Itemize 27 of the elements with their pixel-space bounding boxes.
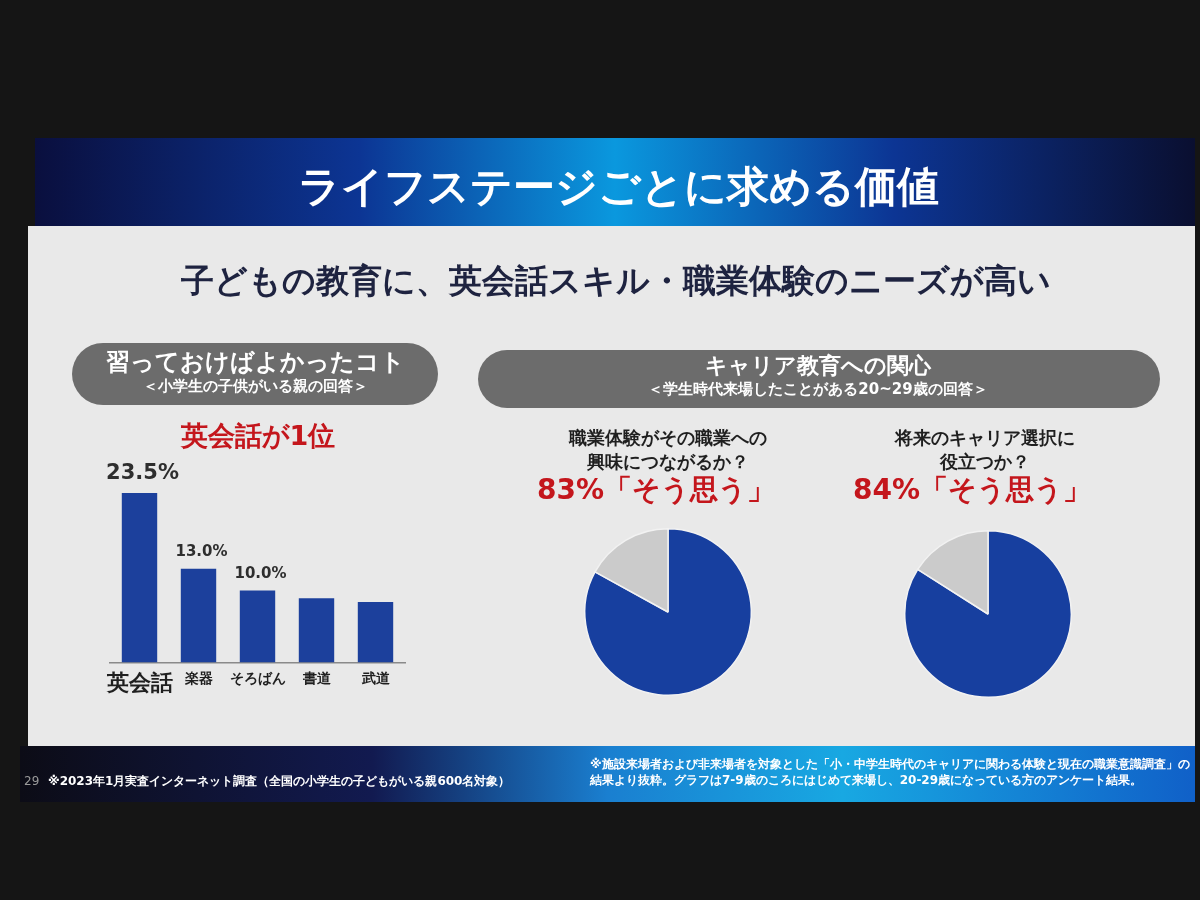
bar: [180, 568, 217, 663]
bar: [357, 601, 394, 663]
chart-title: 将来のキャリア選択に役立つか？: [894, 426, 1076, 475]
data-label: 23.5%: [106, 459, 179, 484]
text: 英会話が1位: [180, 419, 336, 453]
text: ※施設来場者および非来場者を対象とした「小・中学生時代のキャリアに関わる体験と現在の職業意識調査」の結果より抜粋。グラフは7-9歳のころにはじめて来場し、20-29歳になっている方のアンケート結果。: [590, 757, 1191, 789]
data-label: 13.0%: [175, 542, 228, 561]
text: 83%「そう思う」: [536, 472, 776, 508]
bar: [298, 598, 335, 663]
chart-title: 職業体験がその職業への興味につながるか？: [568, 426, 768, 475]
text: ライフステージごとに求める価値: [297, 161, 939, 213]
data-label: 10.0%: [234, 563, 287, 582]
x-tick-label: 楽器: [183, 669, 213, 686]
x-tick-label: 書道: [301, 669, 332, 686]
x-tick-label: そろばん: [229, 669, 286, 686]
text: 子どもの教育に、英会話スキル・職業体験のニーズが高い: [181, 260, 1051, 302]
text: ※2023年1月実査インターネット調査（全国の小学生の子どもがいる親600名対象）: [48, 774, 511, 790]
text: ＜学生時代来場したことがある20~29歳の回答＞: [648, 380, 988, 400]
chart-subtitle: ＜小学生の子供がいる親の回答＞: [142, 377, 368, 397]
text: 29: [24, 774, 40, 790]
x-tick-label: 英会話: [105, 669, 173, 695]
text: キャリア教育への関心: [705, 352, 931, 380]
text: 84%「そう思う」: [852, 472, 1092, 508]
bar: [121, 493, 158, 663]
bar: [239, 590, 276, 663]
chart-title: 習っておけばよかったコト: [105, 347, 405, 378]
x-tick-label: 武道: [360, 669, 391, 686]
